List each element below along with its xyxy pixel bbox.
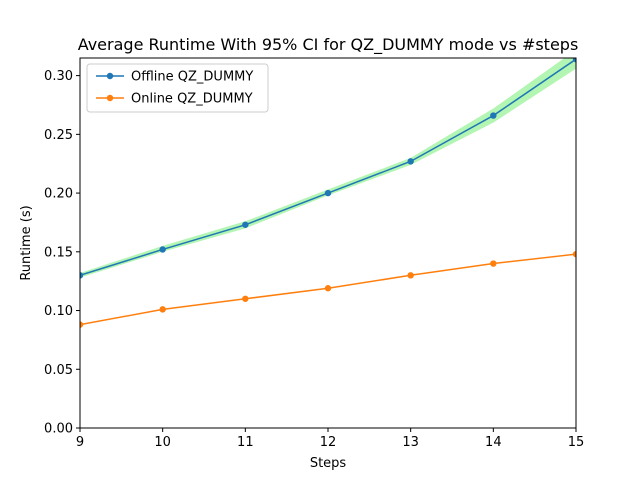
x-tick-label: 10 bbox=[154, 435, 171, 450]
data-point bbox=[572, 58, 576, 63]
x-tick-label: 9 bbox=[76, 435, 84, 450]
x-tick-label: 14 bbox=[485, 435, 502, 450]
x-tick-label: 13 bbox=[402, 435, 419, 450]
x-axis-title: Steps bbox=[310, 456, 347, 471]
legend: Offline QZ_DUMMY Online QZ_DUMMY bbox=[86, 63, 269, 113]
legend-box bbox=[86, 63, 269, 113]
data-point bbox=[80, 321, 84, 328]
data-point bbox=[572, 250, 576, 258]
x-tick-label: 15 bbox=[568, 435, 585, 450]
data-point bbox=[324, 189, 332, 197]
y-tick-label: 0.30 bbox=[44, 69, 73, 84]
y-tick-label: 0.05 bbox=[44, 363, 73, 378]
data-point bbox=[490, 112, 497, 119]
x-tick-label: 12 bbox=[320, 435, 337, 450]
data-point bbox=[407, 158, 414, 165]
y-tick-label: 0.15 bbox=[44, 245, 73, 260]
y-tick-label: 0.25 bbox=[44, 128, 73, 143]
legend-label-online: Online QZ_DUMMY bbox=[131, 92, 253, 107]
data-point bbox=[159, 246, 166, 253]
data-point bbox=[490, 260, 497, 267]
y-tick-label: 0.20 bbox=[44, 187, 73, 202]
data-point bbox=[324, 285, 332, 292]
data-point bbox=[242, 295, 249, 302]
legend-marker-online bbox=[106, 94, 114, 102]
data-point bbox=[159, 306, 166, 313]
data-point bbox=[407, 272, 414, 279]
legend-item-offline: Offline QZ_DUMMY bbox=[96, 70, 253, 85]
y-tick-label: 0.10 bbox=[44, 304, 73, 319]
data-point bbox=[242, 221, 249, 228]
plot-area bbox=[80, 58, 576, 328]
y-axis: 0.00 0.05 0.10 0.15 0.20 0.25 0.30 bbox=[44, 69, 80, 437]
legend-marker-offline bbox=[106, 72, 114, 80]
y-axis-title: Runtime (s) bbox=[19, 205, 34, 280]
data-point bbox=[80, 272, 84, 279]
legend-label-offline: Offline QZ_DUMMY bbox=[131, 70, 253, 85]
legend-item-online: Online QZ_DUMMY bbox=[96, 92, 253, 107]
chart-title: Average Runtime With 95% CI for QZ_DUMMY… bbox=[78, 35, 579, 55]
y-tick-label: 0.00 bbox=[44, 422, 73, 437]
x-tick-label: 11 bbox=[237, 435, 254, 450]
x-axis: 9 10 11 12 13 14 15 bbox=[76, 428, 584, 450]
